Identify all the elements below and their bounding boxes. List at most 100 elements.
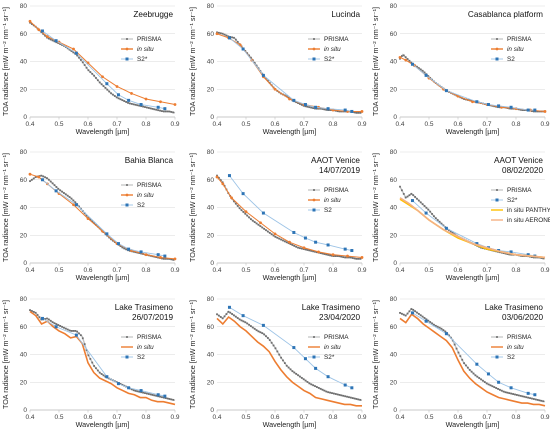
prisma-point — [278, 353, 281, 356]
prisma-point — [449, 230, 452, 233]
prisma-point — [261, 226, 264, 229]
prisma-point — [225, 34, 228, 37]
x-axis-title: Wavelength [µm] — [76, 273, 130, 282]
chart-panel-5: 0 20 40 60 80 0.4 0.5 0.6 0.7 0.8 0.9 Wavelength [µ… — [188, 149, 367, 282]
prisma-point — [536, 399, 539, 401]
panel-title: 08/02/2020 — [502, 166, 543, 175]
prisma-point — [521, 109, 524, 111]
prisma-point — [140, 391, 143, 394]
prisma-point — [483, 381, 486, 383]
chart-panel-4: 0 20 40 60 80 0.4 0.5 0.6 0.7 0.8 0.9 Wavelength [µ… — [1, 149, 180, 282]
prisma-point — [89, 218, 92, 221]
prisma-point — [236, 317, 239, 319]
prisma-point — [242, 211, 245, 213]
chart-panel-9: 0 20 40 60 80 0.4 0.5 0.6 0.7 0.8 0.9 Wavelength [µ… — [371, 296, 550, 429]
s2-point — [227, 174, 231, 178]
prisma-point — [144, 392, 146, 395]
prisma-point — [312, 107, 315, 109]
prisma-point — [68, 48, 71, 51]
prisma-point — [238, 207, 241, 210]
s2-point — [424, 73, 428, 77]
prisma-point — [517, 394, 520, 397]
legend-item: S2* — [308, 354, 335, 361]
prisma-point — [280, 356, 282, 359]
prisma-point — [295, 372, 298, 375]
series-s2 — [227, 174, 354, 253]
prisma-point — [44, 318, 46, 320]
prisma-point — [115, 96, 118, 99]
prisma-point — [487, 383, 490, 386]
prisma-point — [29, 180, 31, 183]
prisma-point — [508, 392, 511, 395]
prisma-point — [327, 391, 330, 394]
legend-label: S2 — [324, 207, 332, 214]
y-tick-label: 80 — [390, 296, 398, 303]
s2-point — [314, 366, 318, 370]
prisma-point — [164, 257, 167, 260]
x-tick-label: 0.9 — [170, 121, 179, 128]
prisma-point — [453, 343, 456, 346]
prisma-point — [265, 335, 267, 338]
chart-panel-2: 0 20 40 60 80 0.4 0.5 0.6 0.7 0.8 0.9 Wavelength [µ… — [188, 3, 367, 136]
prisma-point — [255, 64, 258, 67]
x-tick-label: 0.6 — [453, 121, 462, 128]
insitu-point — [144, 97, 148, 101]
insitu-point — [115, 85, 119, 88]
prisma-point — [419, 68, 422, 71]
x-tick-label: 0.5 — [424, 121, 433, 128]
prisma-point — [265, 77, 267, 80]
prisma-point — [166, 397, 169, 400]
y-axis-title: TOA radiance [mW m⁻² nm⁻¹ sr⁻¹] — [1, 7, 10, 116]
y-tick-label: 0 — [23, 407, 27, 414]
prisma-point — [255, 329, 258, 332]
s2-point — [54, 189, 58, 193]
x-tick-label: 0.4 — [212, 121, 221, 128]
prisma-point — [280, 238, 282, 241]
legend-swatch-marker — [125, 203, 129, 207]
prisma-point — [130, 102, 133, 105]
prisma-point — [110, 92, 112, 95]
prisma-point — [144, 106, 146, 108]
prisma-point — [285, 364, 288, 367]
s2-point — [343, 383, 347, 387]
x-tick-label: 0.4 — [395, 267, 404, 274]
prisma-point — [221, 32, 224, 35]
legend-item: in situ — [308, 344, 341, 351]
prisma-point — [340, 110, 343, 113]
prisma-point — [348, 396, 350, 399]
prisma-point — [104, 86, 107, 89]
prisma-point — [416, 65, 418, 68]
prisma-point — [32, 177, 35, 180]
chart-panel-1: 0 20 40 60 80 0.4 0.5 0.6 0.7 0.8 0.9 Wavelength [µ… — [1, 3, 180, 136]
insitu-line — [399, 313, 546, 407]
prisma-point — [306, 105, 309, 108]
prisma-point — [321, 108, 324, 110]
s2-point — [74, 333, 78, 337]
prisma-point — [47, 37, 50, 40]
y-tick-label: 40 — [20, 59, 28, 66]
s2-point — [105, 82, 109, 86]
prisma-point — [412, 194, 415, 197]
prisma-point — [470, 370, 473, 373]
prisma-point — [336, 393, 339, 396]
x-axis-title: Wavelength [µm] — [76, 420, 130, 429]
y-tick-label: 40 — [20, 352, 28, 359]
prisma-point — [161, 110, 163, 113]
prisma-point — [110, 238, 112, 241]
panel-title: Casablanca platform — [468, 10, 543, 19]
y-tick-label: 40 — [390, 205, 398, 212]
s2-point — [74, 51, 78, 55]
prisma-point — [521, 395, 524, 398]
prisma-point — [329, 391, 331, 394]
s2-point — [292, 346, 296, 350]
insitu-point — [471, 100, 474, 104]
insitu-point — [159, 256, 162, 259]
prisma-point — [344, 395, 347, 398]
prisma-point — [295, 245, 298, 248]
prisma-point — [399, 185, 401, 188]
prisma-point — [32, 311, 35, 313]
prisma-point — [355, 398, 358, 400]
prisma-point — [102, 85, 105, 87]
prisma-point — [510, 253, 513, 256]
